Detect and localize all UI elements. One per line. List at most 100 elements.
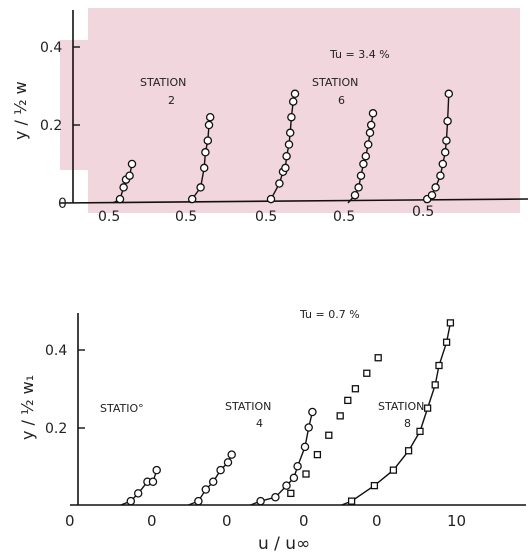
bottom-data-point bbox=[336, 412, 344, 420]
top-data-point bbox=[275, 179, 284, 188]
top-x-tick-label: 0.5 bbox=[255, 209, 277, 225]
bottom-x-tick-label: 0 bbox=[65, 512, 75, 530]
bottom-x-tick-label: 0 bbox=[299, 512, 309, 530]
bottom-data-point bbox=[416, 427, 424, 436]
station-label: STATION bbox=[312, 76, 358, 89]
bottom-x-tick-label: 0 bbox=[222, 512, 232, 530]
bottom-data-point bbox=[148, 477, 158, 486]
bottom-x-tick-label: 0 bbox=[147, 512, 157, 530]
bottom-data-point bbox=[126, 496, 136, 506]
bottom-data-point bbox=[300, 442, 310, 452]
top-data-point bbox=[427, 190, 437, 200]
bottom-profile-curve bbox=[120, 469, 158, 506]
top-data-point bbox=[440, 148, 450, 157]
top-x-tick-label: 0.5 bbox=[98, 209, 120, 225]
top-data-point bbox=[266, 194, 276, 204]
top-data-point bbox=[290, 89, 300, 99]
top-data-point bbox=[203, 136, 213, 145]
top-x-tick-label: 0.5 bbox=[333, 209, 355, 225]
top-data-point bbox=[115, 194, 125, 204]
top-data-point bbox=[201, 148, 210, 157]
bottom-data-point bbox=[431, 381, 439, 389]
top-data-point bbox=[125, 171, 134, 180]
top-data-point bbox=[368, 109, 378, 118]
top-data-point bbox=[119, 183, 128, 192]
station-number: 6 bbox=[338, 94, 345, 107]
bottom-data-point bbox=[442, 338, 451, 346]
bottom-data-point bbox=[374, 354, 382, 362]
bottom-data-point bbox=[351, 385, 360, 393]
station-number: 4 bbox=[256, 417, 263, 430]
top-data-point bbox=[282, 151, 291, 161]
top-x-tick-label: 0.5 bbox=[175, 209, 197, 225]
bottom-data-point bbox=[201, 485, 211, 494]
top-data-point bbox=[438, 159, 448, 169]
bottom-x-tick-label: 0 bbox=[372, 512, 382, 530]
station-label: STATION bbox=[378, 400, 424, 413]
station-number: 8 bbox=[404, 417, 411, 430]
data-marks bbox=[112, 89, 455, 506]
bottom-data-point bbox=[293, 461, 302, 471]
bottom-y-axis-label: y / ½ w₁ bbox=[18, 375, 37, 440]
top-y-tick-label: 0 bbox=[58, 196, 67, 212]
top-data-point bbox=[366, 120, 376, 130]
top-title: Tu = 3.4 % bbox=[329, 48, 390, 61]
top-data-point bbox=[285, 128, 295, 138]
bottom-data-point bbox=[287, 489, 295, 498]
bottom-data-point bbox=[423, 404, 432, 412]
bottom-data-point bbox=[282, 481, 291, 490]
top-data-point bbox=[287, 112, 296, 122]
top-y-tick-label: 0.4 bbox=[40, 40, 62, 56]
station-label: STATIO° bbox=[100, 402, 144, 415]
bottom-data-point bbox=[313, 450, 322, 459]
bottom-data-point bbox=[271, 492, 280, 502]
bottom-data-point bbox=[363, 369, 371, 377]
bottom-data-point bbox=[308, 407, 317, 417]
top-x-axis bbox=[59, 198, 529, 204]
top-data-point bbox=[288, 97, 298, 106]
bottom-data-point bbox=[347, 497, 356, 505]
bottom-data-point bbox=[223, 458, 233, 467]
top-data-point bbox=[431, 183, 440, 192]
top-chart: 0.4 0.2 0 y / ½ w Tu = 3.4 % STATION 2 S… bbox=[11, 10, 529, 225]
bottom-data-point bbox=[194, 496, 203, 506]
top-data-point bbox=[361, 151, 371, 161]
top-data-point bbox=[205, 112, 215, 122]
bottom-data-point bbox=[325, 431, 333, 439]
top-panel-background-left bbox=[60, 40, 90, 170]
top-y-axis-label: y / ½ w bbox=[11, 81, 30, 140]
bottom-data-point bbox=[370, 481, 379, 490]
top-data-point bbox=[442, 136, 451, 145]
bottom-chart: 0.4 0.2 y / ½ w₁ Tu = 0.7 % STATIO° STAT… bbox=[18, 308, 526, 554]
top-profile-curve bbox=[269, 93, 296, 204]
bottom-x-axis-label: u / u∞ bbox=[258, 534, 310, 554]
bottom-x-tick-label: 10 bbox=[447, 512, 466, 530]
top-data-point bbox=[187, 194, 197, 204]
bottom-data-point bbox=[404, 447, 413, 455]
bottom-data-point bbox=[208, 477, 218, 486]
top-data-point bbox=[199, 163, 209, 173]
bottom-data-point bbox=[304, 423, 313, 432]
bottom-data-point bbox=[446, 319, 455, 327]
bottom-data-point bbox=[256, 496, 265, 506]
bottom-y-tick-label: 0.4 bbox=[45, 343, 67, 359]
top-data-point bbox=[196, 183, 205, 192]
top-x-tick-label: 0.5 bbox=[412, 204, 434, 220]
top-data-point bbox=[281, 163, 290, 173]
top-data-point bbox=[363, 140, 373, 149]
top-data-point bbox=[350, 190, 360, 200]
top-data-point bbox=[365, 128, 375, 138]
top-data-point bbox=[284, 140, 294, 149]
top-data-point bbox=[354, 183, 363, 192]
bottom-data-point bbox=[289, 473, 299, 483]
bottom-y-tick-label: 0.2 bbox=[45, 421, 67, 437]
bottom-data-point bbox=[133, 489, 143, 498]
top-data-point bbox=[443, 116, 452, 126]
bottom-data-point bbox=[227, 450, 236, 459]
bottom-data-point bbox=[435, 361, 443, 370]
station-number: 2 bbox=[168, 94, 175, 107]
top-data-point bbox=[444, 89, 454, 99]
bottom-data-point bbox=[152, 465, 161, 475]
top-data-point bbox=[356, 171, 366, 180]
